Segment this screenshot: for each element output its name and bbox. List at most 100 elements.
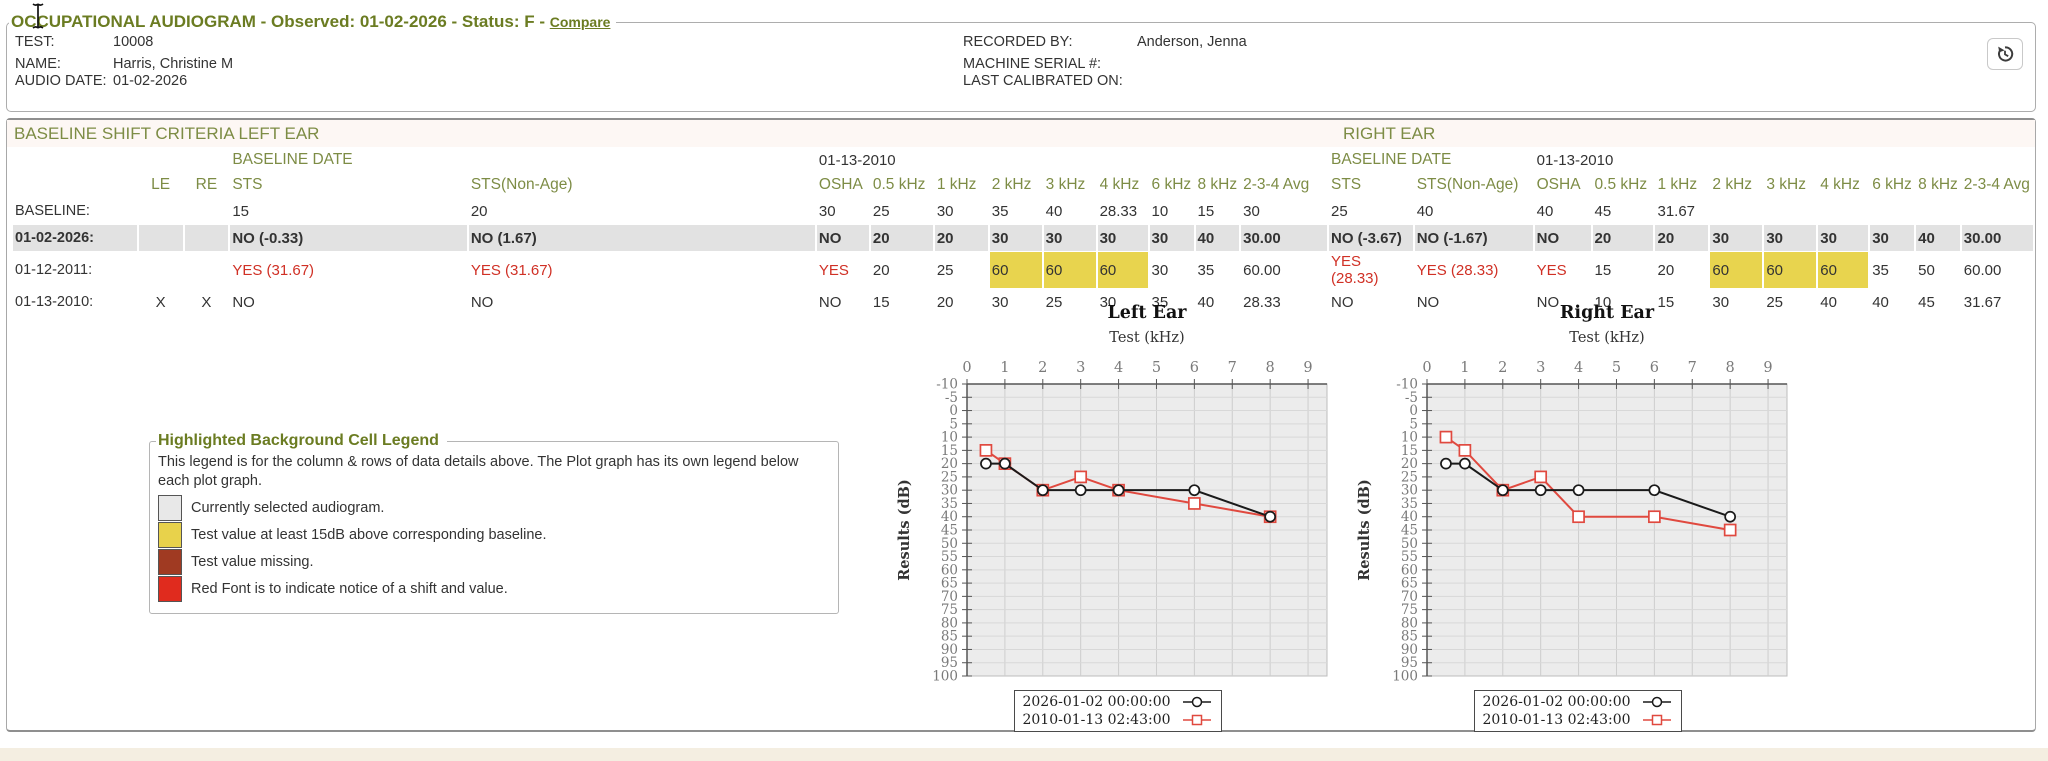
svg-text:100: 100: [1392, 669, 1418, 684]
svg-text:10: 10: [941, 430, 958, 446]
svg-text:4: 4: [1574, 360, 1583, 376]
table-cell: YES (28.33): [1416, 261, 1499, 279]
column-header: STS: [1330, 176, 1362, 193]
svg-text:0: 0: [949, 403, 958, 419]
history-button[interactable]: [1987, 38, 2023, 70]
table-cell: [1870, 198, 1914, 224]
svg-text:50: 50: [941, 536, 958, 552]
name-field: NAME: Harris, Christine M: [15, 56, 233, 72]
table-cell: 30: [1243, 202, 1260, 220]
table-cell: 25: [872, 202, 890, 220]
column-header: LE: [151, 176, 171, 193]
svg-text:0: 0: [962, 360, 971, 376]
table-cell: 40: [1916, 225, 1960, 251]
svg-text:8: 8: [1266, 360, 1275, 376]
column-header: 3 kHz: [1766, 176, 1806, 193]
table-cell: 30: [936, 202, 954, 220]
svg-text:95: 95: [1401, 655, 1418, 671]
svg-text:-5: -5: [945, 390, 958, 406]
column-header: 2 kHz: [1712, 176, 1753, 193]
svg-text:85: 85: [941, 629, 958, 645]
circle-marker-icon: [1182, 696, 1211, 708]
series-name: 2010-01-13 02:43:00: [1482, 712, 1631, 728]
svg-text:Test (kHz): Test (kHz): [1109, 330, 1184, 346]
table-cell: 35: [1151, 293, 1169, 311]
svg-text:25: 25: [1401, 469, 1418, 485]
table-cell: 50: [1918, 261, 1935, 279]
table-cell: 20: [936, 293, 954, 311]
svg-text:9: 9: [1763, 360, 1772, 376]
table-cell: 30: [1151, 261, 1169, 279]
table-cell: 35: [1197, 261, 1215, 279]
svg-text:30: 30: [1401, 483, 1418, 499]
column-header: STS(Non-Age): [1416, 176, 1519, 193]
last-calibrated-field: LAST CALIBRATED ON:: [963, 73, 1137, 89]
table-cell: 30.00: [1241, 225, 1327, 251]
history-restore-icon: [1998, 46, 2014, 62]
table-cell: NO: [1416, 293, 1440, 311]
svg-text:55: 55: [941, 549, 958, 565]
page-footer-strip: [0, 748, 2048, 761]
field-label: MACHINE SERIAL #:: [963, 56, 1102, 72]
audiogram-plot: 0 1 2 3 4 5 6 7 8 9-10-50510152025303540455055606…: [896, 303, 1328, 685]
table-cell: [139, 198, 183, 224]
right-baseline-date: 01-13-2010: [1536, 151, 1614, 169]
column-header: 2 kHz: [991, 176, 1032, 193]
table-cell: 25: [936, 261, 954, 279]
legend-item-label: Test value missing.: [191, 554, 314, 570]
table-cell: 40: [1536, 202, 1554, 220]
table-cell: 30: [989, 225, 1042, 251]
table-cell: 20: [470, 202, 488, 220]
table-cell: 30: [991, 293, 1009, 311]
color-swatch: [158, 495, 182, 521]
table-cell: 31.67: [1963, 293, 2002, 311]
svg-text:7: 7: [1228, 360, 1237, 376]
svg-text:100: 100: [932, 669, 958, 684]
audio-date-field: AUDIO DATE: 01-02-2026: [15, 73, 187, 89]
audiogram-date-cell[interactable]: 01-02-2026:: [13, 225, 137, 251]
table-cell: [1764, 198, 1816, 224]
table-cell: 60.00: [1243, 261, 1281, 279]
table-cell: 25: [1045, 293, 1063, 311]
table-cell: 30: [818, 202, 836, 220]
table-cell: 20: [934, 225, 988, 251]
table-cell: 60.00: [1963, 261, 2002, 279]
svg-text:10: 10: [1401, 430, 1418, 446]
column-header: STS: [232, 176, 263, 193]
table-cell: NO (1.67): [468, 225, 815, 251]
audiogram-date-cell[interactable]: 01-12-2011:: [15, 262, 93, 278]
criteria-left-title: BASELINE SHIFT CRITERIA LEFT EAR: [14, 124, 320, 143]
svg-text:80: 80: [941, 615, 958, 631]
left-ear-chart: 0 1 2 3 4 5 6 7 8 9 -10 -5 0 5 10 15 20 25 30 35 40 45 50 55 60 6…: [893, 298, 1343, 732]
svg-text:90: 90: [941, 642, 958, 658]
legend-item-label: Currently selected audiogram.: [191, 500, 385, 516]
table-cell: YES (31.67): [232, 261, 315, 279]
baseline-date-label: BASELINE DATE: [232, 151, 353, 168]
compare-link[interactable]: Compare: [549, 14, 611, 30]
svg-text:70: 70: [941, 589, 958, 605]
audiogram-date-cell: BASELINE:: [15, 203, 90, 219]
table-cell: 40: [1820, 293, 1837, 311]
audiogram-date-cell[interactable]: 01-13-2010:: [15, 294, 94, 310]
svg-text:Test (kHz): Test (kHz): [1569, 330, 1644, 346]
field-label: LAST CALIBRATED ON:: [963, 73, 1123, 89]
table-cell: 20: [872, 261, 890, 279]
svg-text:9: 9: [1303, 360, 1312, 376]
table-cell: 30: [1818, 225, 1869, 251]
table-cell: 60: [1710, 252, 1763, 288]
svg-text:40: 40: [1401, 509, 1418, 525]
legend-item: Currently selected audiogram.: [158, 495, 830, 521]
legend-item-label: Red Font is to indicate notice of a shif…: [191, 581, 508, 597]
left-baseline-date: 01-13-2010: [818, 151, 896, 169]
svg-text:85: 85: [1401, 629, 1418, 645]
svg-text:25: 25: [941, 469, 958, 485]
table-cell: 40: [1197, 293, 1215, 311]
table-cell: NO: [470, 293, 494, 311]
machine-serial-field: MACHINE SERIAL #:: [963, 56, 1137, 72]
table-cell: 20: [1657, 261, 1675, 279]
table-cell: 60: [1097, 252, 1148, 288]
svg-text:Left Ear: Left Ear: [1107, 303, 1187, 323]
table-cell: NO: [232, 293, 255, 311]
recorded-by-field: RECORDED BY: Anderson, Jenna: [963, 34, 1247, 50]
legend-item: Red Font is to indicate notice of a shif…: [158, 576, 830, 602]
